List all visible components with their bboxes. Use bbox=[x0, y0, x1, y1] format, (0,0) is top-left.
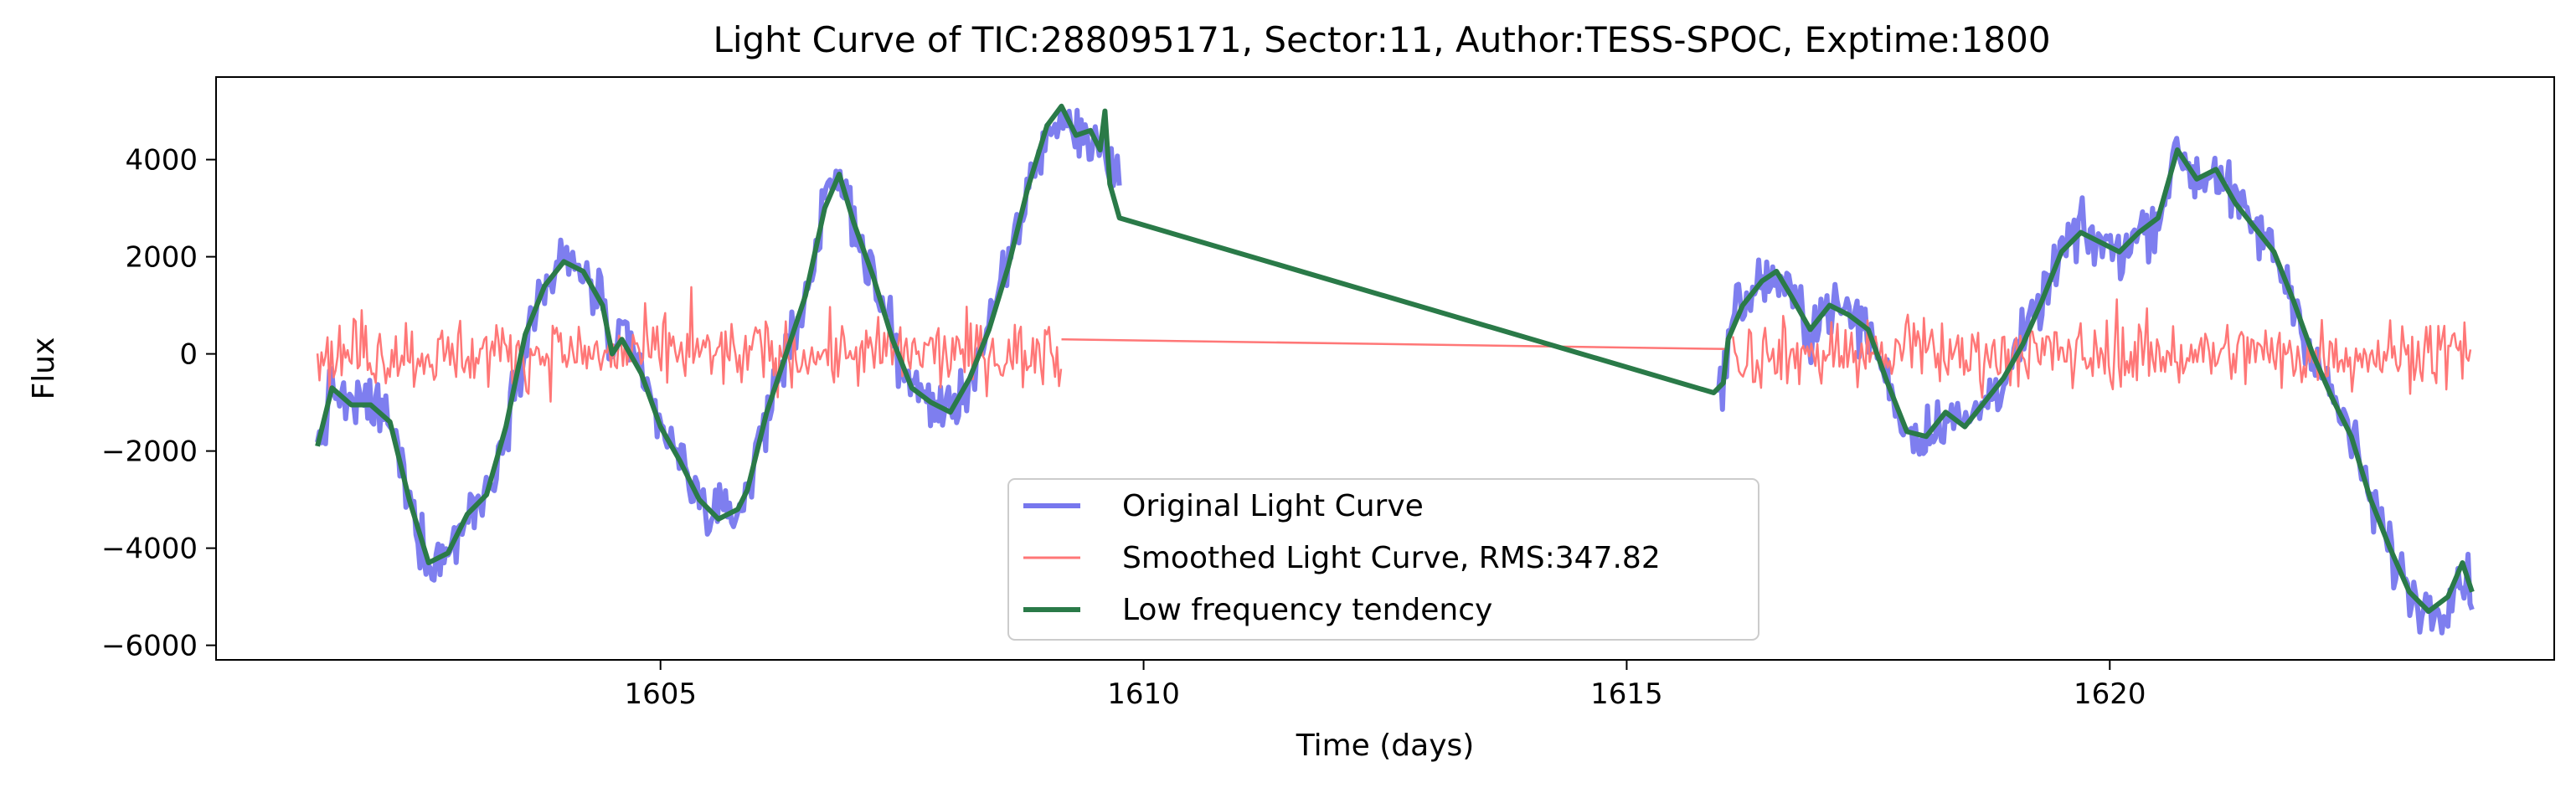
x-axis: 1605 1610 1615 1620 bbox=[624, 660, 2146, 711]
legend-frame bbox=[1007, 478, 1759, 641]
x-tick-label: 1610 bbox=[1107, 677, 1180, 711]
x-axis-label: Time (days) bbox=[1296, 729, 1475, 763]
series-original-line-2 bbox=[1716, 136, 2475, 636]
y-tick-label: −4000 bbox=[101, 533, 198, 566]
legend-label-original: Original Light Curve bbox=[1122, 489, 1424, 523]
series-smoothed-bridge bbox=[1061, 337, 1728, 351]
series-tendency-line bbox=[315, 103, 2475, 614]
series-layer bbox=[315, 103, 2475, 636]
x-tick-label: 1605 bbox=[624, 677, 697, 711]
chart-title: Light Curve of TIC:288095171, Sector:11,… bbox=[713, 19, 2050, 60]
series-smoothed-line-1 bbox=[316, 286, 1063, 403]
y-axis-label: Flux bbox=[27, 337, 61, 400]
legend: Original Light Curve Smoothed Light Curv… bbox=[1007, 478, 1759, 641]
x-tick-label: 1620 bbox=[2074, 677, 2146, 711]
plot-area-frame bbox=[215, 76, 2555, 661]
legend-label-smoothed: Smoothed Light Curve, RMS:347.82 bbox=[1122, 541, 1661, 575]
y-tick-label: 4000 bbox=[125, 144, 198, 178]
y-tick-label: −2000 bbox=[101, 435, 198, 469]
y-tick-label: 0 bbox=[179, 338, 198, 372]
y-tick-label: −6000 bbox=[101, 630, 198, 663]
y-axis: −6000 −4000 −2000 0 2000 4000 bbox=[101, 144, 216, 663]
y-tick-label: 2000 bbox=[125, 241, 198, 275]
x-tick-label: 1615 bbox=[1590, 677, 1663, 711]
series-smoothed-line-2 bbox=[1732, 298, 2472, 399]
legend-label-tendency: Low frequency tendency bbox=[1122, 593, 1492, 627]
